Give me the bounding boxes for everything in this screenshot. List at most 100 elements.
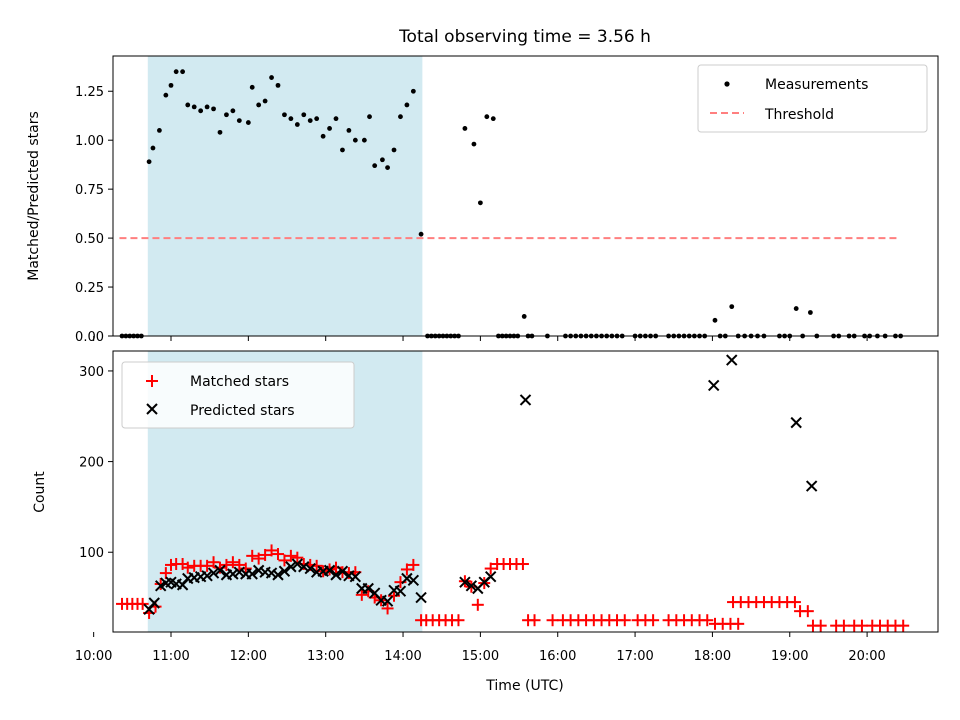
measurement-point: [793, 306, 799, 311]
bottom-axes-frame: [112, 350, 939, 633]
matched-star-point: [837, 619, 850, 632]
x-tick-label: 20:00: [848, 649, 885, 664]
measurement-point: [301, 112, 307, 118]
measurement-point: [484, 114, 490, 120]
matched-star-point: [220, 558, 233, 571]
predicted-star-point: [304, 562, 316, 575]
predicted-star-point: [805, 480, 818, 492]
predicted-star-point: [465, 580, 478, 592]
measurement-point: [327, 126, 332, 131]
measurement-point: [307, 118, 313, 124]
matched-star-point: [388, 589, 401, 602]
measurement-point: [462, 126, 468, 131]
measurement-point: [224, 112, 229, 118]
chart-title: Total observing time = 3.56 h: [398, 27, 651, 47]
predicted-star-point: [298, 561, 310, 573]
legend-label-predicted-stars: Predicted stars: [190, 403, 295, 419]
matched-star-point: [207, 556, 220, 569]
predicted-star-point: [278, 565, 291, 577]
measurement-point: [288, 116, 294, 122]
matched-star-point: [226, 556, 239, 569]
bottom-y-tick-label: 200: [79, 456, 104, 471]
measurement-point: [198, 108, 204, 114]
measurement-point: [230, 108, 236, 114]
measurement-point: [477, 200, 483, 206]
matched-star-point: [855, 619, 868, 632]
measurement-point: [807, 310, 813, 315]
matched-star-point: [291, 551, 304, 564]
predicted-star-point: [707, 379, 720, 392]
x-tick-label: 14:00: [384, 649, 421, 664]
measurement-point: [314, 116, 320, 122]
bottom-panel: 10:00 11:00 12:00 13:00 14:00 15:00 16:00 17:00…: [32, 350, 939, 694]
matched-star-point: [484, 562, 497, 575]
matched-star-point: [407, 558, 420, 571]
matched-star-point: [233, 558, 246, 571]
measurement-point: [391, 147, 397, 153]
matched-star-point: [814, 619, 827, 632]
x-tick-label: 19:00: [771, 649, 808, 664]
predicted-star-point: [407, 574, 420, 587]
predicted-star-point: [265, 567, 278, 579]
measurement-point: [217, 129, 223, 135]
measurement-point: [333, 116, 339, 122]
matched-star-point: [272, 548, 284, 561]
x-tick-label: 12:00: [230, 649, 267, 664]
measurement-point: [361, 137, 367, 143]
measurement-point: [380, 157, 385, 163]
matched-star-point: [788, 596, 801, 609]
bottom-legend: Matched stars Predicted stars: [121, 361, 355, 429]
bottom-y-tick-label: 100: [79, 546, 104, 561]
predicted-star-point: [252, 564, 265, 577]
predicted-star-point: [362, 582, 374, 595]
matched-star-point: [246, 549, 259, 562]
predicted-star-point: [415, 591, 427, 604]
matched-star-point: [265, 544, 278, 557]
matched-star-point: [618, 614, 631, 627]
matched-star-point: [284, 549, 297, 562]
measurement-point: [372, 163, 378, 169]
matched-star-point: [732, 617, 745, 630]
measurement-point: [729, 304, 735, 310]
x-tick-label: 17:00: [616, 649, 653, 664]
matched-star-point: [159, 567, 172, 580]
predicted-star-point: [207, 567, 220, 579]
measurement-point: [410, 88, 416, 94]
measurement-point: [385, 165, 390, 171]
matched-star-point: [181, 561, 194, 574]
matched-star-point: [546, 614, 559, 627]
predicted-star-point: [246, 568, 258, 580]
matched-star-point: [801, 605, 814, 618]
measurement-point: [275, 82, 281, 88]
measurement-point: [398, 114, 403, 120]
predicted-star-point: [394, 585, 407, 597]
predicted-star-point: [381, 595, 394, 607]
top-panel: Total observing time = 3.56 h 0.00 0.25 0.…: [26, 27, 939, 345]
measurement-point: [340, 147, 345, 153]
observing-window-shade-top: [147, 56, 423, 336]
top-y-tick-label: 1.25: [75, 85, 104, 100]
predicted-star-point: [201, 570, 213, 582]
legend-marker-predicted-stars: [146, 403, 158, 415]
legend-label-matched-stars: Matched stars: [190, 374, 289, 390]
matched-star-point: [897, 619, 910, 632]
measurement-point: [150, 145, 156, 151]
x-tick-label: 13:00: [307, 649, 344, 664]
matched-star-point: [259, 548, 272, 561]
measurement-point: [262, 98, 268, 104]
measurement-point: [163, 92, 169, 98]
measurement-point: [404, 102, 410, 108]
predicted-star-point: [291, 558, 304, 570]
measurement-point: [180, 69, 186, 75]
matched-star-point: [355, 588, 368, 601]
top-y-tick-label: 0.75: [75, 183, 104, 198]
matched-star-point: [516, 558, 529, 571]
matched-star-point: [471, 598, 484, 611]
legend-marker-matched-stars: [146, 375, 158, 387]
top-legend: Measurements Threshold: [697, 64, 928, 133]
top-axes-frame: [112, 55, 939, 337]
predicted-star-point: [330, 569, 342, 581]
x-tick-label: 16:00: [539, 649, 576, 664]
matched-star-point: [136, 597, 149, 610]
